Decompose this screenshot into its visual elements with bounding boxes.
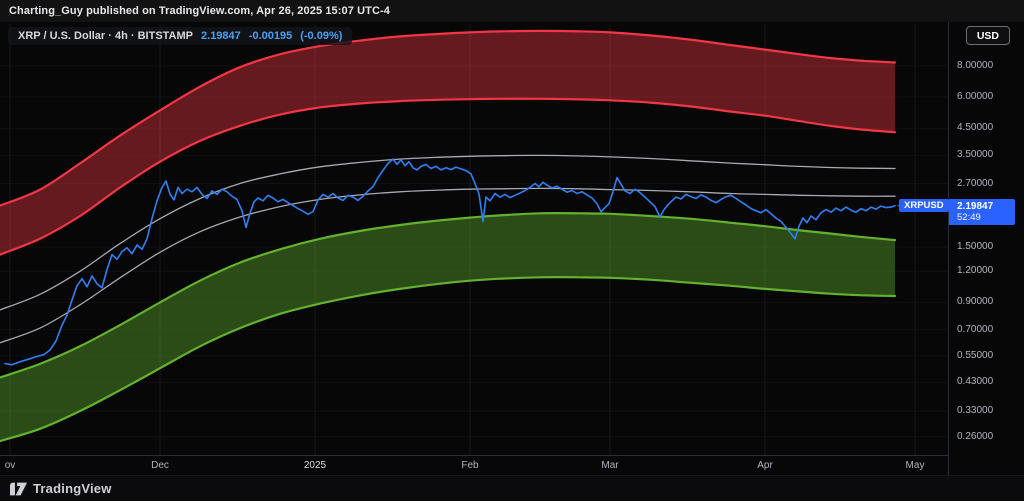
price-scale-label: 8.00000	[957, 59, 994, 71]
price-scale-label: 0.43000	[957, 376, 994, 388]
price-chart-canvas[interactable]	[0, 0, 948, 455]
series-price	[4, 158, 896, 366]
price-scale-label: 0.26000	[957, 430, 994, 442]
price-scale-label: 1.20000	[957, 265, 994, 277]
legend: XRP / U.S. Dollar · 4h · BITSTAMP 2.1984…	[8, 27, 353, 45]
series-mid_upper	[0, 154, 896, 311]
time-scale-label: Mar	[601, 460, 619, 471]
price-scale-label: 0.90000	[957, 296, 994, 308]
series-mid_lower	[0, 187, 896, 344]
tradingview-wordmark[interactable]: TradingView	[33, 481, 112, 496]
legend-symbol-title[interactable]: XRP / U.S. Dollar · 4h · BITSTAMP	[18, 30, 194, 42]
time-scale-label: ov	[4, 460, 16, 471]
price-scale-label: 3.50000	[957, 149, 994, 161]
tradingview-logo-icon[interactable]	[10, 482, 27, 496]
price-scale-label: 1.50000	[957, 241, 994, 253]
series-lower_band_bottom	[0, 276, 897, 443]
price-scale-label: 4.50000	[957, 122, 994, 134]
current-price-badge: 2.19847 52:49	[949, 198, 1015, 225]
price-scale[interactable]: 2.19847 52:49 8.00000 6.00000 4.50000 3.500…	[948, 0, 1024, 475]
price-scale-label: 2.70000	[957, 177, 994, 189]
footer-bar: TradingView	[0, 475, 1024, 501]
legend-change: -0.00195	[248, 30, 293, 42]
price-scale-label: 0.55000	[957, 349, 994, 361]
time-scale-label: 2025	[303, 460, 327, 471]
price-scale-label: 6.00000	[957, 91, 994, 102]
price-scale-label: 0.70000	[957, 323, 994, 335]
time-scale-label: May	[905, 460, 925, 471]
attribution-text: Charting_Guy published on TradingView.co…	[9, 5, 390, 17]
series-lower_band_top	[0, 211, 897, 379]
price-scale-label: 0.33000	[957, 405, 994, 416]
time-scale[interactable]: ov Dec 2025 Feb Mar Apr May	[0, 455, 948, 475]
legend-change-percent: (-0.09%)	[300, 30, 343, 42]
series-upper_band_top	[0, 29, 897, 207]
time-scale-label: Apr	[757, 460, 773, 471]
current-price-value: 2.19847	[957, 200, 994, 212]
bar-close-countdown: 52:49	[957, 211, 981, 223]
series-upper_band_bottom	[0, 97, 897, 256]
legend-last-price: 2.19847	[201, 30, 241, 42]
time-scale-label: Dec	[151, 460, 169, 471]
upper-band-fill	[0, 30, 895, 255]
currency-toggle-button[interactable]: USD	[965, 26, 1010, 45]
time-scale-label: Feb	[461, 460, 479, 471]
symbol-price-chip: XRPUSD	[899, 199, 949, 213]
attribution-bar: Charting_Guy published on TradingView.co…	[0, 0, 1024, 22]
